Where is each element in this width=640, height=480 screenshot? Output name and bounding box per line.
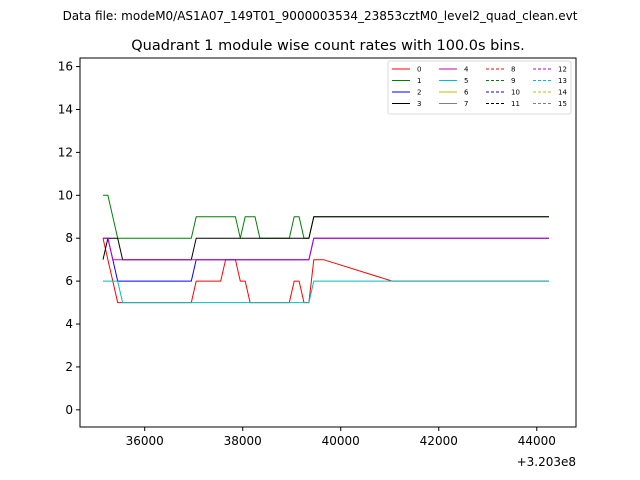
y-tick-label-4: 8 — [65, 231, 73, 245]
y-tick-label-5: 10 — [58, 188, 73, 202]
plot-frame — [79, 57, 577, 428]
legend-label-7: 7 — [464, 100, 468, 108]
x-tick-label-3: 42000 — [420, 434, 458, 448]
y-tick-label-6: 12 — [58, 145, 73, 159]
series-line-4 — [103, 237, 549, 261]
legend-label-0: 0 — [417, 66, 421, 74]
legend-label-4: 4 — [464, 66, 469, 74]
legend-label-3: 3 — [417, 100, 421, 108]
legend-label-5: 5 — [464, 77, 468, 85]
y-tick-label-0: 0 — [65, 403, 73, 417]
legend-label-13: 13 — [558, 77, 567, 85]
legend-label-2: 2 — [417, 89, 421, 97]
series-line-3 — [102, 216, 549, 261]
y-tick-label-8: 16 — [58, 60, 73, 74]
y-tick-label-3: 6 — [65, 274, 73, 288]
legend-label-15: 15 — [558, 100, 567, 108]
y-tick-label-7: 14 — [58, 102, 73, 116]
legend-label-11: 11 — [511, 100, 520, 108]
legend-label-8: 8 — [511, 66, 515, 74]
series-line-0 — [102, 238, 549, 304]
x-tick-label-4: 44000 — [518, 434, 556, 448]
x-axis-offset-label: +3.203e8 — [517, 455, 576, 469]
y-tick-label-1: 2 — [65, 360, 73, 374]
x-tick-label-0: 36000 — [126, 434, 164, 448]
legend-label-12: 12 — [558, 66, 567, 74]
x-tick-label-1: 38000 — [224, 434, 262, 448]
legend-label-10: 10 — [511, 89, 520, 97]
legend-label-6: 6 — [464, 89, 469, 97]
legend-label-9: 9 — [511, 77, 515, 85]
legend-label-14: 14 — [558, 89, 567, 97]
legend-box — [387, 60, 572, 115]
legend-label-1: 1 — [417, 77, 421, 85]
chart-suptitle: Data file: modeM0/AS1A07_149T01_90000035… — [63, 9, 578, 23]
x-tick-label-2: 40000 — [322, 434, 360, 448]
series-line-5 — [103, 280, 549, 304]
chart-title: Quadrant 1 module wise count rates with … — [131, 38, 525, 54]
y-tick-label-2: 4 — [65, 317, 73, 331]
